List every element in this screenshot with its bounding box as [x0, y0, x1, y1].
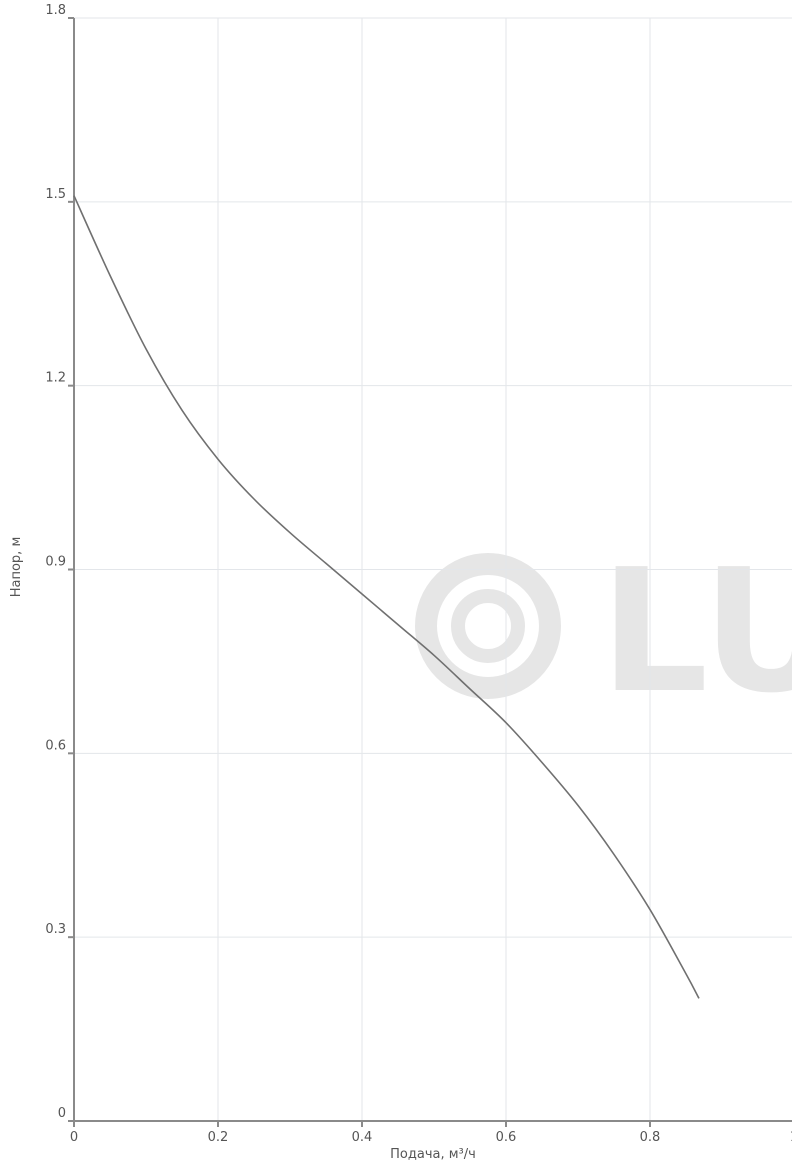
axes	[68, 17, 792, 1127]
y-tick-label: 0	[58, 1106, 66, 1121]
y-tick-label: 0.3	[45, 922, 66, 937]
y-tick-label: 1.5	[45, 187, 66, 202]
series-line	[73, 195, 700, 999]
series-layer	[73, 195, 700, 999]
x-tick-label: 0	[70, 1130, 78, 1145]
grid	[74, 17, 792, 1121]
y-tick-label: 1.2	[45, 371, 66, 386]
watermark-text: LU	[600, 533, 792, 731]
y-tick-label: 0.9	[45, 555, 66, 570]
x-tick-label: 1	[790, 1130, 792, 1145]
y-axis-title: Напор, м	[9, 537, 24, 598]
y-tick-label: 1.8	[45, 3, 66, 18]
x-tick-label: 0.2	[208, 1130, 229, 1145]
y-tick-label: 0.6	[45, 738, 66, 753]
tick-labels: 0 0.2 0.4 0.6 0.8 1 0 0.3 0.6 0.9 1.2 1.5 1.8	[45, 3, 792, 1145]
x-tick-label: 0.4	[352, 1130, 373, 1145]
watermark-logo: LU	[415, 533, 792, 731]
watermark-ring-inner	[451, 589, 525, 663]
x-tick-label: 0.6	[496, 1130, 517, 1145]
x-tick-label: 0.8	[640, 1130, 661, 1145]
x-axis-title: Подача, м³/ч	[390, 1147, 476, 1162]
watermark-ring-outer	[415, 553, 561, 699]
